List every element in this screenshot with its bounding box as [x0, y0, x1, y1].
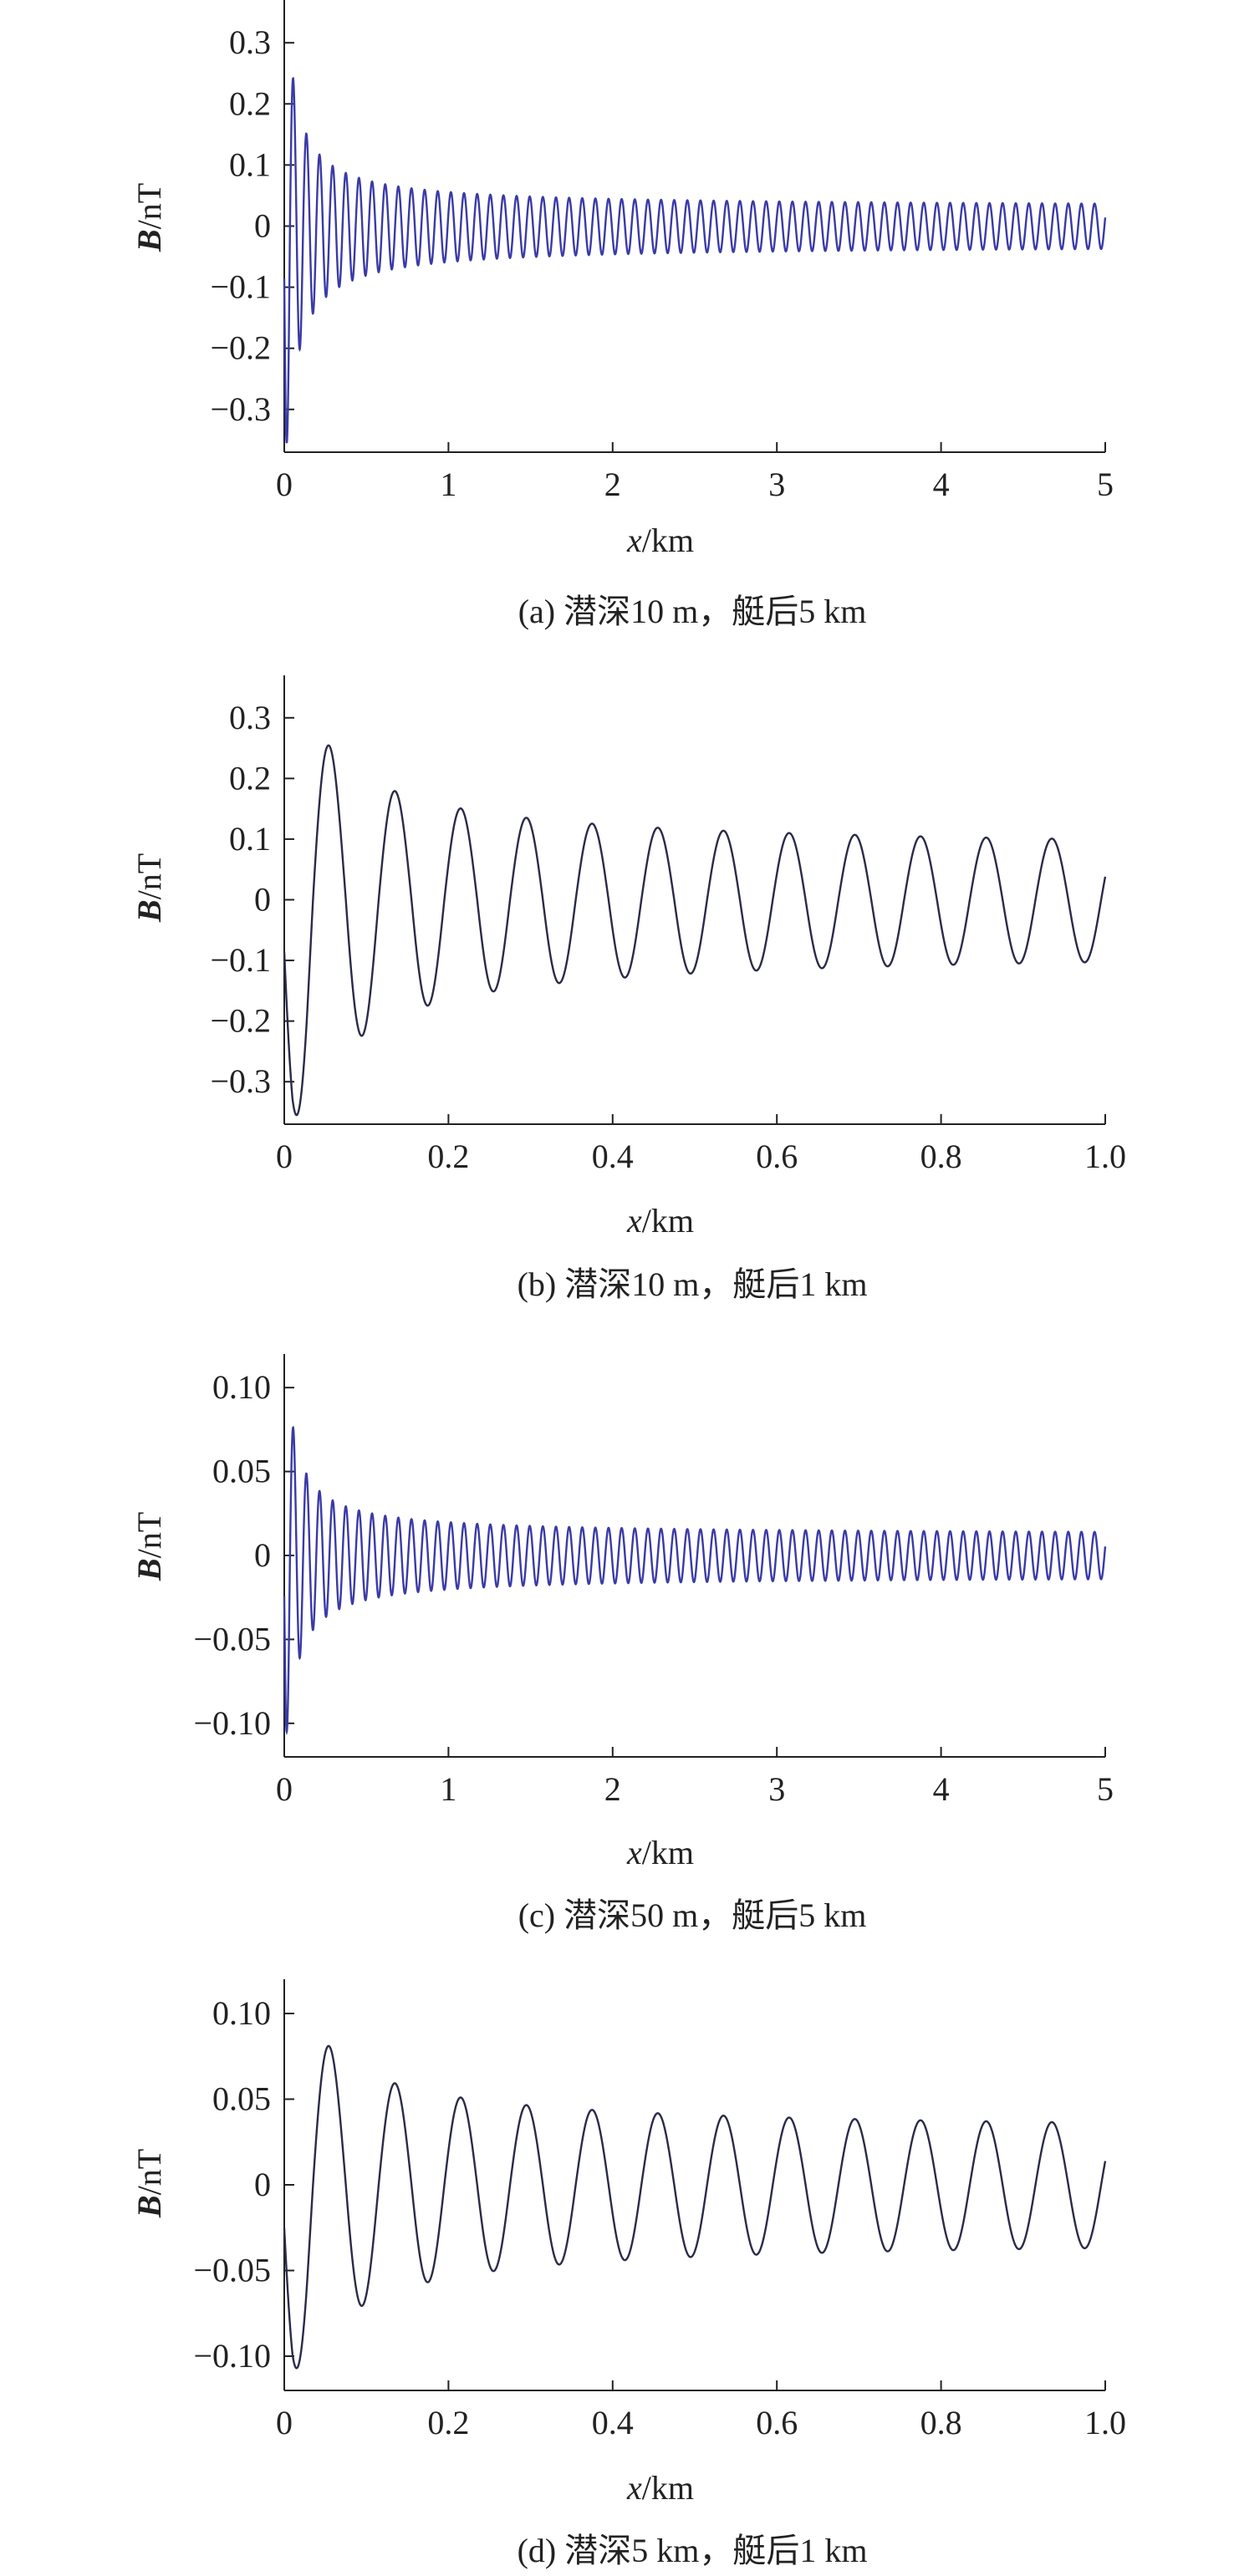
y-tick-label: 0 — [254, 2166, 271, 2203]
x-tick-label: 3 — [768, 466, 785, 503]
caption: (d) 潜深5 km，艇后1 km — [518, 2532, 868, 2569]
x-tick-label: 0 — [276, 466, 293, 503]
caption: (b) 潜深10 m，艇后1 km — [518, 1265, 868, 1303]
y-tick-label: 0.2 — [229, 759, 271, 797]
x-axis-title: x/km — [626, 2469, 694, 2507]
y-tick-label: −0.05 — [193, 1620, 271, 1657]
y-tick-label: 0 — [254, 207, 271, 245]
x-tick-label: 1.0 — [1084, 1138, 1126, 1175]
x-tick-label: 0.8 — [920, 1138, 962, 1175]
x-tick-label: 0.2 — [427, 1138, 469, 1175]
x-tick-label: 4 — [933, 1770, 950, 1808]
x-tick-label: 0.8 — [920, 2404, 962, 2441]
panel-c: 0 1 2 3 4 5 0.10 0.05 0 −0.05 −0.10 x/km B/nT (c) … — [130, 1354, 1114, 1934]
plot-area: 0 0.2 0.4 0.6 0.8 1.0 0.3 0.2 0.1 0 −0.1 −0.2 −0.3 — [210, 675, 1126, 1175]
y-axis-title: B/nT — [130, 853, 168, 923]
x-tick-label: 5 — [1097, 1770, 1114, 1808]
y-tick-label: 0.1 — [229, 820, 271, 858]
x-tick-label: 3 — [768, 1770, 785, 1808]
caption: (a) 潜深10 m，艇后5 km — [518, 593, 867, 630]
x-tick-label: 0 — [276, 2404, 293, 2441]
caption: (c) 潜深50 m，艇后5 km — [518, 1896, 867, 1934]
x-tick-label: 0.6 — [756, 1138, 798, 1175]
plot-area: 0 1 2 3 4 5 0.3 0.2 0.1 0 −0.1 −0.2 −0.3 — [210, 0, 1114, 503]
y-axis-title: B/nT — [130, 2149, 168, 2218]
panel-d: 0 0.2 0.4 0.6 0.8 1.0 0.10 0.05 0 −0.05 −0.10 x/km… — [130, 1979, 1126, 2569]
x-tick-label: 0.2 — [427, 2404, 469, 2441]
y-tick-label: −0.10 — [193, 1704, 271, 1742]
x-axis-title: x/km — [626, 1202, 694, 1240]
y-tick-label: 0 — [254, 1536, 271, 1574]
y-tick-label: 0.10 — [212, 1368, 271, 1406]
y-tick-label: 0.3 — [229, 699, 271, 736]
x-axis-title: x/km — [626, 522, 694, 559]
x-tick-label: 2 — [604, 466, 621, 503]
plot-area: 0 1 2 3 4 5 0.10 0.05 0 −0.05 −0.10 — [193, 1354, 1114, 1808]
y-tick-label: 0.05 — [212, 2080, 271, 2118]
series-line — [283, 2044, 1107, 2370]
y-tick-label: 0 — [254, 881, 271, 919]
series-line — [283, 76, 1107, 444]
y-tick-label: 0.2 — [229, 84, 271, 122]
panel-a: 0 1 2 3 4 5 0.3 0.2 0.1 0 −0.1 −0.2 −0.3 x/km B/nT (… — [130, 0, 1114, 630]
y-tick-label: −0.2 — [210, 1002, 271, 1040]
y-tick-label: 0.3 — [229, 23, 271, 61]
x-axis-title: x/km — [626, 1834, 694, 1871]
y-tick-label: −0.3 — [210, 1062, 271, 1100]
plot-area: 0 0.2 0.4 0.6 0.8 1.0 0.10 0.05 0 −0.05 −0.10 — [193, 1979, 1126, 2441]
x-tick-label: 2 — [604, 1770, 621, 1808]
x-tick-label: 0.4 — [592, 2404, 634, 2441]
y-tick-label: −0.2 — [210, 329, 271, 367]
x-tick-label: 0.4 — [592, 1138, 634, 1175]
y-tick-label: −0.1 — [210, 941, 271, 979]
x-tick-label: 0 — [276, 1770, 293, 1808]
y-tick-label: 0.05 — [212, 1453, 271, 1490]
x-tick-label: 1 — [440, 466, 456, 503]
x-tick-label: 1.0 — [1084, 2404, 1126, 2441]
y-tick-label: −0.05 — [193, 2252, 271, 2289]
x-tick-label: 4 — [933, 466, 950, 503]
y-tick-label: −0.1 — [210, 268, 271, 306]
y-tick-label: −0.3 — [210, 390, 271, 428]
x-tick-label: 1 — [440, 1770, 456, 1808]
y-tick-label: −0.10 — [193, 2337, 271, 2375]
panel-b: 0 0.2 0.4 0.6 0.8 1.0 0.3 0.2 0.1 0 −0.1 −0.2 −0.3 x… — [130, 675, 1126, 1303]
x-tick-label: 0 — [276, 1138, 293, 1175]
series-line — [283, 1425, 1107, 1736]
y-axis-title: B/nT — [130, 1512, 168, 1581]
y-tick-label: 0.1 — [229, 145, 271, 183]
series-line — [283, 744, 1107, 1117]
y-axis-title: B/nT — [130, 183, 168, 252]
x-tick-label: 5 — [1097, 466, 1114, 503]
y-tick-label: 0.10 — [212, 1994, 271, 2032]
x-tick-label: 0.6 — [756, 2404, 798, 2441]
